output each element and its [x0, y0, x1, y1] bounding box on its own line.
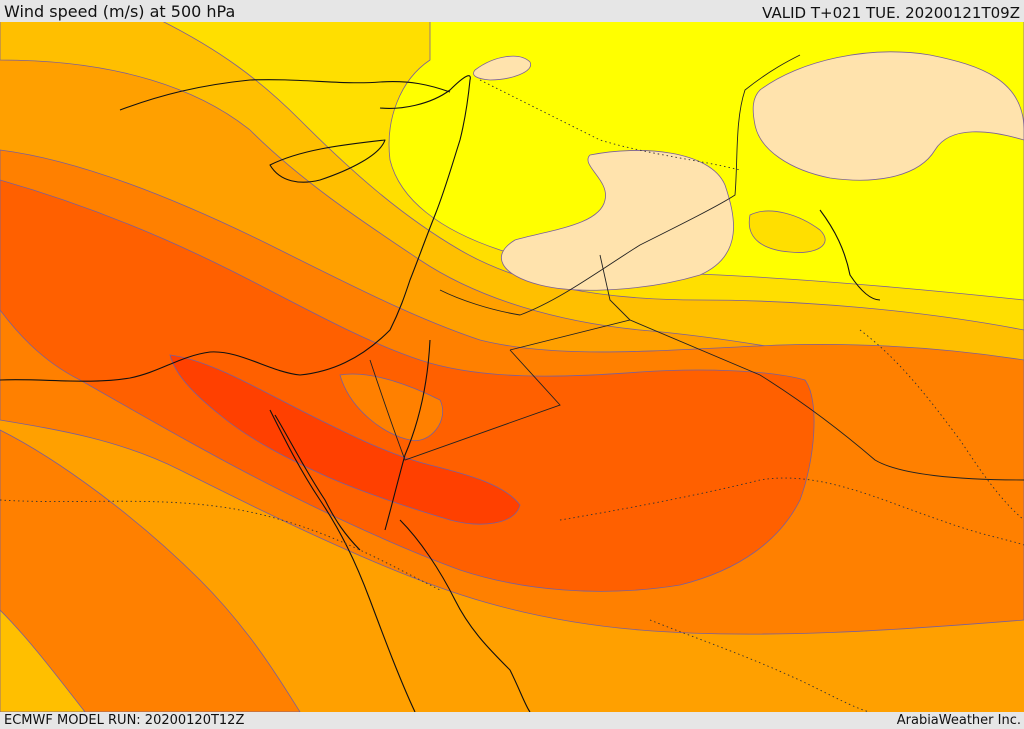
internal-border-north — [479, 79, 741, 171]
header-bar — [0, 0, 1024, 22]
border-line-south — [509, 319, 1024, 481]
internal-border-gulf — [859, 329, 1024, 521]
coastline-persian-gulf — [819, 209, 881, 301]
coastline-turkey — [119, 79, 451, 111]
border-line-sinai — [369, 349, 561, 461]
coastline-red-sea-east — [399, 519, 531, 712]
coastline-cyprus — [269, 139, 386, 183]
border-line — [439, 54, 801, 316]
coastline-mediterranean — [0, 75, 471, 382]
footer-bar — [0, 712, 1024, 729]
valid-time: VALID T+021 TUE. 20200121T09Z — [762, 4, 1020, 22]
band-level-3-patch — [748, 210, 826, 253]
internal-border-east — [559, 477, 1024, 546]
band-level-1-east — [752, 51, 1024, 181]
internal-border — [0, 499, 441, 591]
border-line-jordan — [599, 254, 631, 321]
band-level-1 — [501, 150, 734, 291]
model-run: ECMWF MODEL RUN: 20200120T12Z — [4, 713, 245, 728]
coastline-red-sea-west — [269, 409, 416, 712]
coastline-gulf-of-aqaba — [384, 339, 431, 531]
credit: ArabiaWeather Inc. — [896, 713, 1021, 728]
coastline-gulf-of-suez — [274, 414, 361, 551]
band-level-8 — [169, 354, 521, 525]
band-level-1-north — [473, 55, 531, 81]
band-level-7-light — [339, 373, 443, 442]
wind-speed-map — [0, 20, 1024, 712]
band-level-6-south — [0, 429, 301, 712]
band-level-4-southwest — [0, 609, 86, 712]
map-title: Wind speed (m/s) at 500 hPa — [4, 2, 236, 21]
